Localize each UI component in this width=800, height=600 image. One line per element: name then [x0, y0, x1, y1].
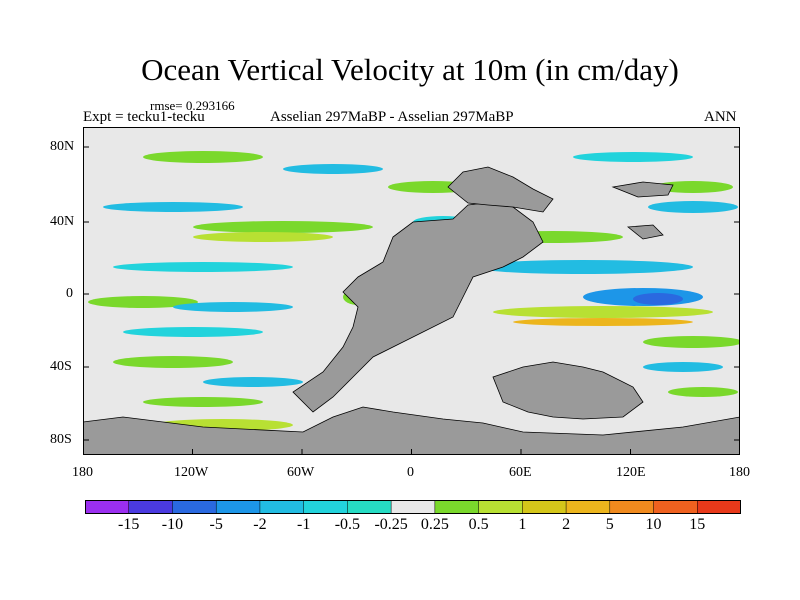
x-tick-label: 60E: [509, 465, 532, 480]
north-landmass: [447, 166, 554, 213]
x-tick-label: 180: [72, 465, 93, 480]
south-landmass: [492, 361, 644, 420]
x-tick-label: 60W: [287, 465, 315, 480]
colorbar-tick-label: -0.25: [374, 516, 408, 533]
colorbar-swatch: [478, 500, 523, 514]
colorbar-swatch: [172, 500, 217, 514]
colorbar: [85, 500, 741, 514]
colorbar-tick-label: -15: [118, 516, 140, 533]
subtitle-label: Asselian 297MaBP - Asselian 297MaBP: [270, 109, 514, 125]
west-island: [626, 224, 664, 240]
colorbar-tick-label: -2: [253, 516, 267, 533]
x-tick-label: 120E: [616, 465, 646, 480]
y-tick-label: 40S: [50, 359, 72, 374]
x-tick-label: 0: [407, 465, 414, 480]
colorbar-tick-label: 0.25: [420, 516, 449, 533]
colorbar-tick-label: 5: [605, 516, 614, 533]
colorbar-swatch: [128, 500, 174, 514]
colorbar-swatch: [85, 500, 130, 514]
colorbar-swatch: [697, 500, 741, 514]
velocity-anomaly-field: [88, 151, 740, 431]
colorbar-tick-label: 0.5: [468, 516, 489, 533]
colorbar-tick-label: -1: [296, 516, 311, 533]
colorbar-swatch: [347, 500, 392, 514]
land-masses: [83, 166, 740, 455]
colorbar-tick-label: -0.5: [334, 516, 361, 533]
y-tick-label: 80N: [50, 139, 75, 154]
colorbar-swatch: [565, 500, 611, 514]
colorbar-swatch: [390, 500, 436, 514]
y-tick-label: 80S: [50, 432, 72, 447]
colorbar-swatch: [609, 500, 655, 514]
colorbar-tick-label: 10: [645, 516, 662, 533]
colorbar-swatch: [259, 500, 305, 514]
colorbar-swatch: [522, 500, 567, 514]
experiment-label: Expt = tecku1-tecku: [83, 109, 205, 125]
x-tick-label: 180: [729, 465, 750, 480]
colorbar-swatches: [85, 500, 741, 514]
rmse-label: rmse= 0.293166: [150, 98, 235, 113]
colorbar-swatch: [434, 500, 480, 514]
colorbar-tick-label: 2: [562, 516, 571, 533]
map-frame: [83, 127, 740, 455]
y-tick-label: 40N: [50, 214, 75, 229]
southern-continent: [83, 406, 740, 455]
page-title: Ocean Vertical Velocity at 10m (in cm/da…: [141, 52, 679, 87]
x-tick-label: 120W: [174, 465, 209, 480]
colorbar-swatch: [653, 500, 698, 514]
colorbar-tick-label: 15: [689, 516, 706, 533]
map-panel: [83, 127, 740, 455]
colorbar-tick-label: -10: [161, 516, 184, 533]
colorbar-tick-label: 1: [518, 516, 527, 533]
colorbar-swatch: [303, 500, 348, 514]
colorbar-tick-label: -5: [209, 516, 223, 533]
season-label: ANN: [704, 109, 737, 125]
east-island: [611, 181, 674, 198]
y-tick-label: 0: [66, 286, 73, 301]
colorbar-swatch: [215, 500, 261, 514]
